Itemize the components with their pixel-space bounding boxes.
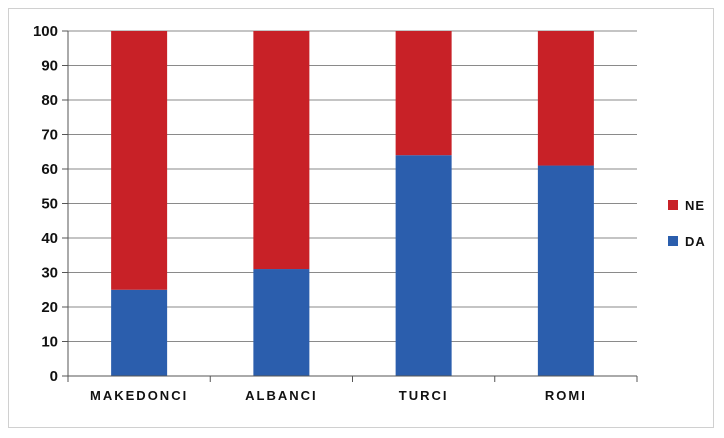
y-tick-label: 40 — [41, 230, 58, 247]
y-tick-label: 30 — [41, 265, 58, 282]
axes — [62, 30, 638, 382]
bar-da-makedonci — [111, 289, 168, 376]
y-tick-label: 10 — [41, 334, 58, 351]
x-axis-tick-labels: MAKEDONCI ALBANCI TURCI ROMI — [90, 388, 587, 403]
bar-ne-romi — [537, 31, 594, 166]
x-tick-label: ROMI — [545, 388, 587, 403]
legend-label-da: DA — [685, 234, 706, 249]
bar-da-albanci — [253, 269, 310, 376]
y-tick-label: 80 — [41, 92, 58, 109]
y-tick-label: 20 — [41, 299, 58, 316]
x-tick-label: ALBANCI — [245, 388, 318, 403]
y-tick-label: 90 — [41, 58, 58, 75]
bar-ne-makedonci — [111, 31, 168, 290]
y-tick-label: 100 — [33, 23, 58, 40]
y-tick-label: 0 — [50, 368, 58, 385]
bar-ne-turci — [395, 31, 452, 156]
y-axis-tick-labels: 0 10 20 30 40 50 60 70 80 90 100 — [33, 23, 58, 385]
bar-ne-albanci — [253, 31, 310, 270]
legend-swatch-ne — [668, 200, 678, 210]
bar-da-romi — [537, 165, 594, 376]
x-tick-label: TURCI — [399, 388, 449, 403]
bars — [111, 31, 594, 376]
x-tick-label: MAKEDONCI — [90, 388, 188, 403]
y-tick-label: 60 — [41, 161, 58, 178]
bar-da-turci — [395, 155, 452, 376]
y-tick-label: 50 — [41, 196, 58, 213]
legend-label-ne: NE — [685, 198, 705, 213]
y-tick-label: 70 — [41, 127, 58, 144]
legend-swatch-da — [668, 236, 678, 246]
legend: NE DA — [668, 198, 706, 249]
